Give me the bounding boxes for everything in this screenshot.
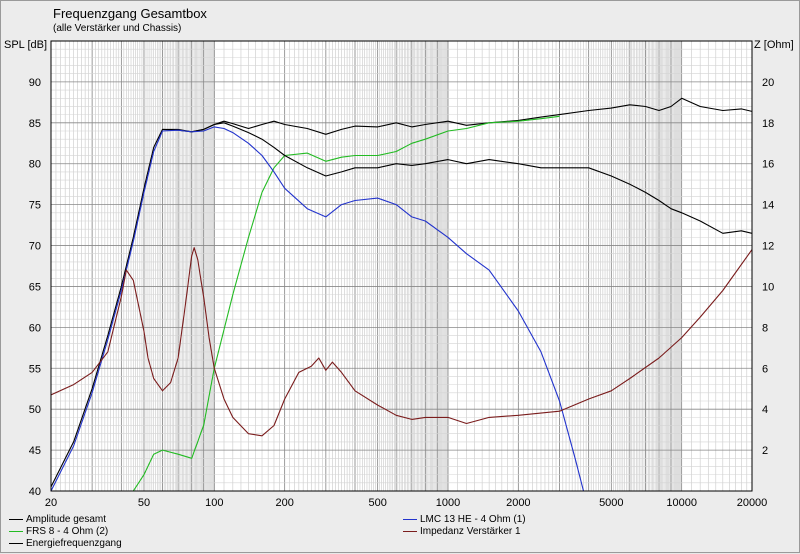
y2-tick-label: 20 xyxy=(762,77,774,89)
y-tick-label: 40 xyxy=(29,486,41,498)
series-group xyxy=(51,97,752,491)
legend-label-lmc13: LMC 13 HE - 4 Ohm (1) xyxy=(420,514,526,525)
legend-label-amplitude: Amplitude gesamt xyxy=(26,514,107,525)
y2-tick-label: 8 xyxy=(762,322,768,334)
x-tick-label: 1000 xyxy=(436,497,460,509)
series-line-lmc-13-he-4-ohm-1 xyxy=(51,126,752,491)
chart-title: Frequenzgang Gesamtbox xyxy=(53,6,207,21)
x-tick-label: 2000 xyxy=(506,497,530,509)
chart-subtitle: (alle Verstärker und Chassis) xyxy=(53,23,182,34)
legend-item-frs8: FRS 8 - 4 Ohm (2) xyxy=(9,526,108,537)
plot-area xyxy=(50,40,753,492)
plot-border xyxy=(50,40,753,492)
y-axis-title: SPL [dB] xyxy=(4,39,48,51)
x-tick-label: 100 xyxy=(205,497,223,509)
y-tick-label: 55 xyxy=(29,363,41,375)
y2-tick-label: 6 xyxy=(762,363,768,375)
x-tick-label: 20 xyxy=(45,497,57,509)
y-tick-label: 90 xyxy=(29,77,41,89)
y-tick-label: 80 xyxy=(29,159,41,171)
y2-tick-label: 4 xyxy=(762,404,768,416)
x-tick-label: 500 xyxy=(368,497,386,509)
y2-tick-label: 14 xyxy=(762,200,774,212)
legend-item-impedance: Impedanz Verstärker 1 xyxy=(403,526,521,537)
x-tick-label: 10000 xyxy=(666,497,697,509)
y-tick-label: 60 xyxy=(29,322,41,334)
y-tick-label: 50 xyxy=(29,404,41,416)
legend-label-impedance: Impedanz Verstärker 1 xyxy=(420,526,521,537)
legend-item-energy: Energiefrequenzgang xyxy=(9,538,122,549)
y-tick-label: 70 xyxy=(29,241,41,253)
x-tick-label: 20000 xyxy=(737,497,768,509)
y2-tick-label: 12 xyxy=(762,241,774,253)
series-line-impedanz-verst-rker-1 xyxy=(51,247,752,437)
y2-tick-label: 10 xyxy=(762,281,774,293)
legend-item-lmc13: LMC 13 HE - 4 Ohm (1) xyxy=(403,514,526,525)
legend-swatch-energy xyxy=(9,542,23,544)
legend-label-energy: Energiefrequenzgang xyxy=(26,538,122,549)
series-line-energiefrequenzgang xyxy=(162,122,752,234)
y2-tick-label: 2 xyxy=(762,445,768,457)
legend-swatch-impedance xyxy=(403,530,417,532)
legend-item-amplitude: Amplitude gesamt xyxy=(9,514,106,525)
legend-swatch-amplitude xyxy=(9,518,23,520)
y-tick-label: 65 xyxy=(29,281,41,293)
y2-tick-label: 18 xyxy=(762,118,774,130)
y-tick-label: 85 xyxy=(29,118,41,130)
legend-swatch-frs8 xyxy=(9,530,23,532)
series-line-amplitude-gesamt xyxy=(51,97,752,488)
x-tick-label: 200 xyxy=(275,497,293,509)
y2-axis-title: Z [Ohm] xyxy=(754,39,794,51)
legend-swatch-lmc13 xyxy=(403,518,417,520)
legend-label-frs8: FRS 8 - 4 Ohm (2) xyxy=(26,526,109,537)
x-tick-label: 50 xyxy=(138,497,150,509)
y-tick-label: 45 xyxy=(29,445,41,457)
y2-tick-label: 16 xyxy=(762,159,774,171)
y-tick-label: 75 xyxy=(29,200,41,212)
x-tick-label: 5000 xyxy=(599,497,623,509)
